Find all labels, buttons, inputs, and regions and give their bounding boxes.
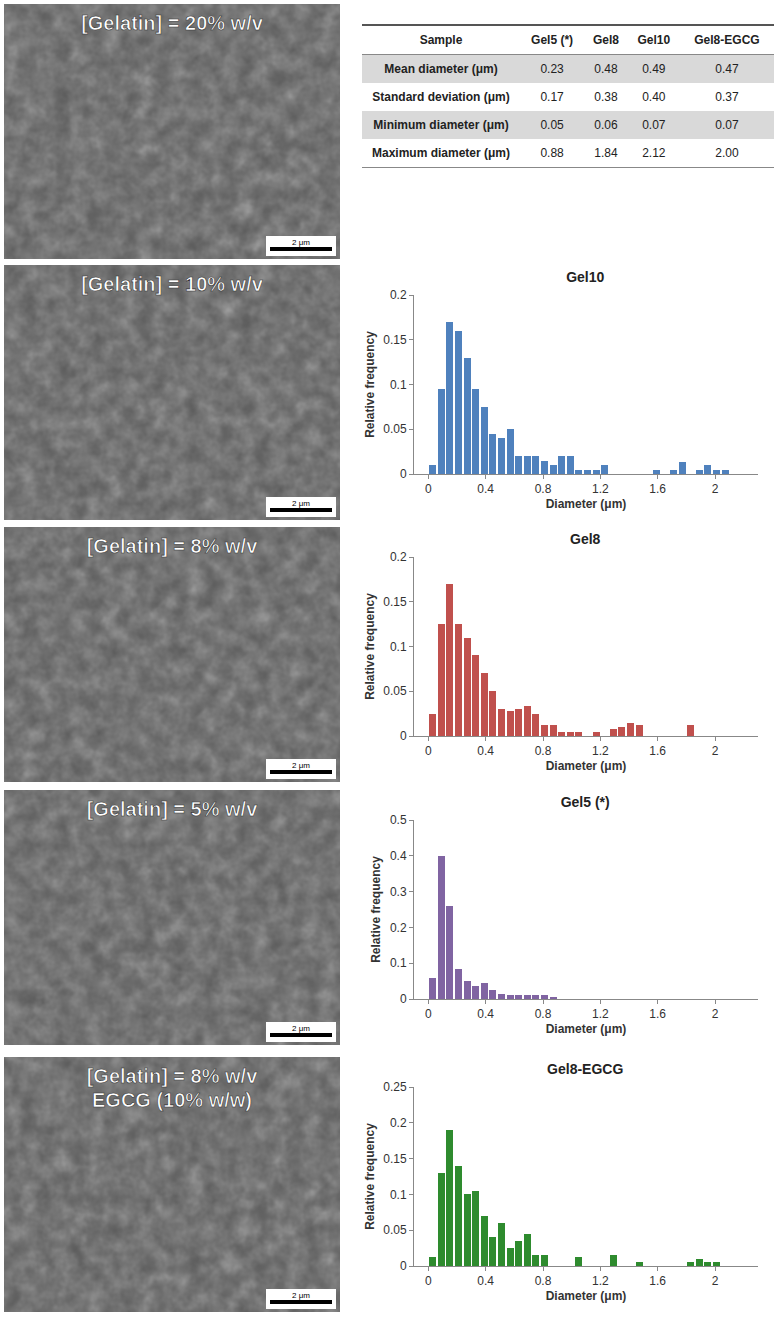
svg-text:Relative frequency: Relative frequency [363, 1123, 377, 1230]
svg-text:0.1: 0.1 [390, 1188, 407, 1202]
html-text:0.37: 0.37 [715, 90, 739, 104]
svg-text:2: 2 [712, 1007, 719, 1021]
html-text:Gel8: Gel8 [592, 33, 619, 47]
svg-text:2 μm: 2 μm [292, 1291, 310, 1300]
svg-text:Diameter (μm): Diameter (μm) [546, 759, 627, 773]
html-text:Mean diameter (μm): Mean diameter (μm) [384, 62, 498, 76]
svg-text:Gel8: Gel8 [570, 531, 601, 547]
html-text:0.05: 0.05 [540, 118, 564, 132]
svg-text:2: 2 [712, 1274, 719, 1288]
svg-text:Gel8-EGCG: Gel8-EGCG [547, 1061, 623, 1077]
svg-text:Diameter (μm): Diameter (μm) [546, 1022, 627, 1036]
svg-text:0.25: 0.25 [383, 1080, 407, 1094]
html-text:Minimum diameter (μm): Minimum diameter (μm) [373, 118, 509, 132]
html-text:0.40: 0.40 [642, 90, 666, 104]
svg-text:1.6: 1.6 [649, 1274, 666, 1288]
svg-text:[Gelatin] = 10% w/v: [Gelatin] = 10% w/v [81, 273, 264, 295]
svg-text:0.1: 0.1 [390, 640, 407, 654]
html-text:Sample: Sample [419, 33, 463, 47]
svg-text:0.2: 0.2 [390, 921, 407, 935]
svg-text:0.05: 0.05 [383, 422, 407, 436]
svg-text:0: 0 [400, 992, 407, 1006]
svg-text:0: 0 [400, 729, 407, 743]
html-text:Gel10: Gel10 [637, 33, 671, 47]
svg-text:0.2: 0.2 [390, 1116, 407, 1130]
svg-text:1.6: 1.6 [649, 1007, 666, 1021]
html-text:Maximum diameter (μm): Maximum diameter (μm) [372, 146, 510, 160]
svg-text:0.05: 0.05 [383, 684, 407, 698]
svg-text:0: 0 [425, 1274, 432, 1288]
html-text:0.07: 0.07 [715, 118, 739, 132]
html-text:0.07: 0.07 [642, 118, 666, 132]
svg-text:2: 2 [712, 744, 719, 758]
svg-text:1.6: 1.6 [649, 482, 666, 496]
svg-text:0: 0 [400, 1259, 407, 1273]
svg-text:0.8: 0.8 [535, 744, 552, 758]
html-text:Gel5 (*): Gel5 (*) [531, 33, 574, 47]
svg-text:Relative frequency: Relative frequency [363, 593, 377, 700]
html-text:1.84: 1.84 [594, 146, 618, 160]
svg-text:0.4: 0.4 [477, 482, 494, 496]
svg-text:[Gelatin] = 5% w/v: [Gelatin] = 5% w/v [87, 798, 258, 820]
html-text:0.49: 0.49 [642, 62, 666, 76]
svg-text:0.1: 0.1 [390, 956, 407, 970]
svg-text:2 μm: 2 μm [292, 1024, 310, 1033]
svg-text:Relative frequency: Relative frequency [369, 856, 383, 963]
svg-text:0.4: 0.4 [477, 1007, 494, 1021]
svg-text:2 μm: 2 μm [292, 238, 310, 247]
svg-text:[Gelatin] = 20% w/v: [Gelatin] = 20% w/v [81, 12, 264, 34]
svg-text:0: 0 [400, 467, 407, 481]
svg-text:0: 0 [425, 744, 432, 758]
svg-text:2 μm: 2 μm [292, 499, 310, 508]
svg-text:0.15: 0.15 [383, 333, 407, 347]
svg-text:2: 2 [712, 482, 719, 496]
svg-text:0.4: 0.4 [477, 744, 494, 758]
svg-text:1.2: 1.2 [592, 744, 609, 758]
svg-text:0.05: 0.05 [383, 1223, 407, 1237]
html-text:0.88: 0.88 [540, 146, 564, 160]
svg-text:2 μm: 2 μm [292, 761, 310, 770]
svg-text:0.1: 0.1 [390, 378, 407, 392]
svg-text:0.4: 0.4 [477, 1274, 494, 1288]
svg-text:0.8: 0.8 [535, 482, 552, 496]
svg-text:0.4: 0.4 [390, 849, 407, 863]
html-text:2.12: 2.12 [642, 146, 666, 160]
svg-text:1.2: 1.2 [592, 482, 609, 496]
svg-text:EGCG (10% w/w): EGCG (10% w/w) [92, 1089, 252, 1111]
svg-text:0: 0 [425, 1007, 432, 1021]
html-text:0.06: 0.06 [594, 118, 618, 132]
svg-text:Gel5 (*): Gel5 (*) [561, 794, 610, 810]
svg-text:0.3: 0.3 [390, 885, 407, 899]
svg-text:0.8: 0.8 [535, 1007, 552, 1021]
html-text:0.38: 0.38 [594, 90, 618, 104]
svg-text:0.15: 0.15 [383, 595, 407, 609]
svg-text:1.6: 1.6 [649, 744, 666, 758]
svg-text:Gel10: Gel10 [566, 269, 604, 285]
svg-text:1.2: 1.2 [592, 1007, 609, 1021]
svg-text:[Gelatin] = 8% w/v: [Gelatin] = 8% w/v [87, 1065, 258, 1087]
svg-text:[Gelatin] = 8% w/v: [Gelatin] = 8% w/v [87, 535, 258, 557]
svg-text:0.8: 0.8 [535, 1274, 552, 1288]
svg-text:0.15: 0.15 [383, 1152, 407, 1166]
html-text:0.23: 0.23 [540, 62, 564, 76]
html-text:0.47: 0.47 [715, 62, 739, 76]
svg-text:Diameter (μm): Diameter (μm) [546, 497, 627, 511]
svg-text:0.2: 0.2 [390, 550, 407, 564]
html-text:0.48: 0.48 [594, 62, 618, 76]
svg-text:Relative frequency: Relative frequency [363, 331, 377, 438]
svg-text:0.5: 0.5 [390, 813, 407, 827]
svg-text:0.2: 0.2 [390, 288, 407, 302]
svg-text:Diameter (μm): Diameter (μm) [546, 1289, 627, 1303]
html-text:2.00: 2.00 [715, 146, 739, 160]
svg-text:1.2: 1.2 [592, 1274, 609, 1288]
html-text:Gel8-EGCG: Gel8-EGCG [694, 33, 760, 47]
svg-text:0: 0 [425, 482, 432, 496]
html-text:Standard deviation (μm): Standard deviation (μm) [372, 90, 510, 104]
html-text:0.17: 0.17 [540, 90, 564, 104]
